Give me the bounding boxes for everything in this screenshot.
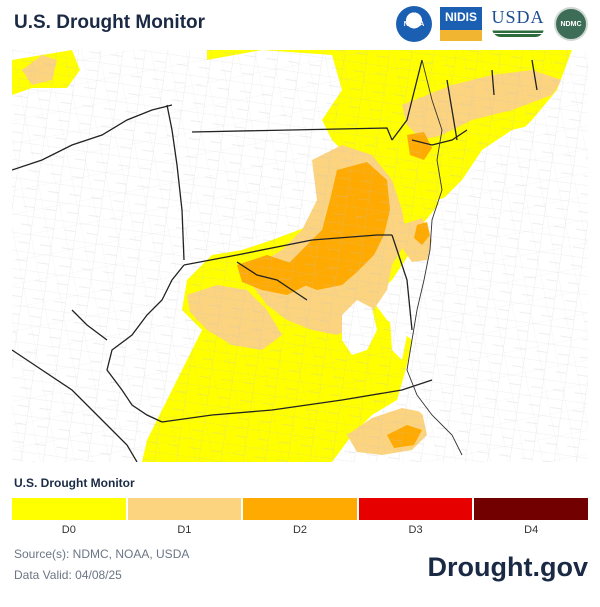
coastline [406, 59, 463, 456]
partner-logos: NOAA NIDIS USDA NDMC [396, 6, 588, 42]
legend-labels: D0 D1 D2 D3 D4 [12, 524, 588, 536]
legend-swatch-d3 [358, 498, 473, 520]
data-valid-date: Data Valid: 04/08/25 [14, 568, 122, 582]
page-title: U.S. Drought Monitor [14, 12, 206, 33]
legend-swatch-d4 [474, 498, 588, 520]
legend-label-d4: D4 [524, 524, 539, 536]
nidis-logo[interactable]: NIDIS [440, 7, 482, 41]
legend-bar [12, 498, 588, 520]
drought-map[interactable] [12, 50, 588, 462]
ndmc-logo-text: NDMC [560, 20, 582, 28]
ndmc-logo[interactable]: NDMC [554, 7, 588, 41]
legend-label-d2: D2 [292, 524, 308, 536]
legend-title: U.S. Drought Monitor [14, 476, 135, 490]
legend-swatch-d2 [243, 498, 357, 520]
noaa-logo[interactable]: NOAA [396, 6, 432, 42]
usda-logo[interactable]: USDA [490, 7, 546, 41]
legend-swatch-d1 [127, 498, 242, 520]
legend-swatch-d0 [12, 498, 126, 520]
legend-label-d3: D3 [408, 524, 423, 536]
nidis-logo-text: NIDIS [444, 10, 477, 24]
state-boundaries [12, 59, 538, 462]
drought-map-svg [12, 50, 588, 462]
source-text: Source(s): NDMC, NOAA, USDA [14, 547, 190, 561]
legend-label-d1: D1 [177, 524, 192, 536]
noaa-logo-text: NOAA [403, 20, 425, 28]
county-lines-secondary [12, 50, 588, 462]
drought-gov-link[interactable]: Drought.gov [427, 552, 588, 582]
usda-logo-text: USDA [491, 7, 545, 27]
legend-label-d0: D0 [61, 524, 76, 536]
